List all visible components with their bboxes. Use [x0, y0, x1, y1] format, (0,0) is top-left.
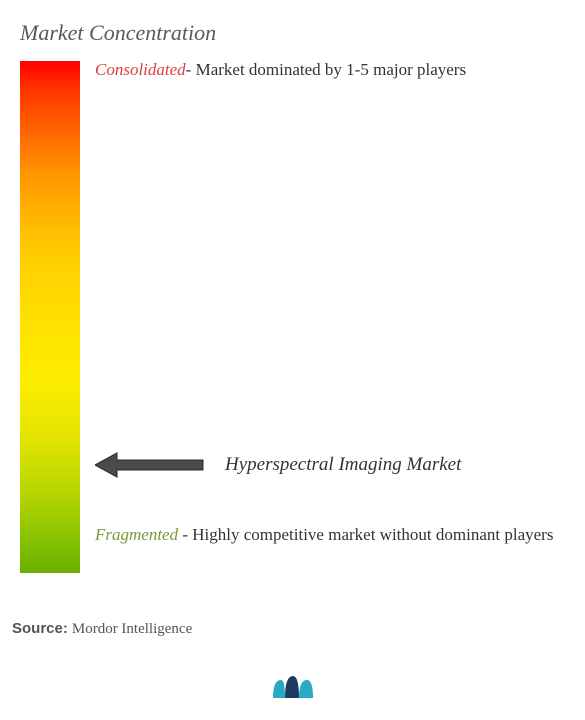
- source-label: Source:: [12, 620, 68, 637]
- arrow-left-icon: [95, 451, 205, 479]
- chart-title: Market Concentration: [20, 20, 573, 46]
- market-marker-label: Hyperspectral Imaging Market: [225, 454, 461, 476]
- fragmented-label: Fragmented: [95, 525, 178, 544]
- concentration-gradient-bar: [20, 61, 80, 573]
- consolidated-label: Consolidated: [95, 60, 186, 79]
- annotations-container: Consolidated- Market dominated by 1-5 ma…: [80, 61, 573, 573]
- chart-area: Consolidated- Market dominated by 1-5 ma…: [12, 61, 573, 573]
- consolidated-annotation: Consolidated- Market dominated by 1-5 ma…: [95, 56, 568, 83]
- consolidated-description: - Market dominated by 1-5 major players: [186, 60, 466, 79]
- fragmented-description: - Highly competitive market without domi…: [178, 525, 553, 544]
- fragmented-annotation: Fragmented - Highly competitive market w…: [95, 521, 568, 548]
- mordor-logo-icon: [271, 672, 315, 707]
- source-value: Mordor Intelligence: [72, 621, 192, 637]
- source-attribution: Source:Mordor Intelligence: [12, 620, 192, 638]
- market-position-marker: Hyperspectral Imaging Market: [95, 451, 461, 479]
